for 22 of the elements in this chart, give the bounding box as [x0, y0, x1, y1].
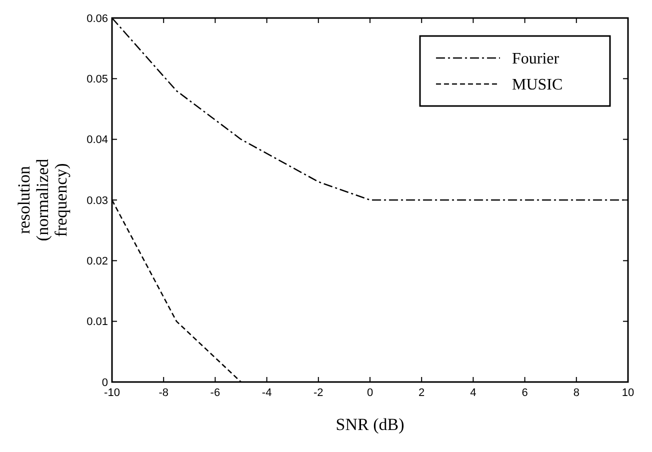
y-tick-label: 0: [102, 376, 108, 389]
y-tick-label: 0.01: [86, 316, 108, 328]
x-tick-label: 10: [622, 387, 634, 399]
x-tick-label: 4: [470, 387, 476, 399]
x-tick-label: -4: [262, 387, 272, 399]
y-tick-label: 0.02: [86, 256, 108, 268]
x-tick-label: -10: [104, 387, 120, 399]
y-tick-label: 0.03: [86, 194, 108, 207]
x-axis-title: SNR (dB): [336, 415, 404, 434]
x-tick-label: -6: [210, 387, 220, 399]
y-axis-title: resolution (normalized frequency): [14, 158, 71, 242]
y-tick-label: 0.04: [86, 134, 108, 146]
legend-label: Fourier: [512, 50, 560, 68]
x-tick-label: -2: [314, 387, 324, 399]
x-tick-label: -8: [158, 387, 168, 399]
y-tick-label: 0.06: [86, 12, 108, 25]
x-tick-label: 0: [366, 387, 374, 399]
legend-label: MUSIC: [512, 76, 563, 94]
y-tick-label: 0.05: [86, 74, 108, 86]
x-tick-label: 6: [522, 387, 528, 399]
x-tick-label: 8: [573, 387, 580, 399]
x-tick-label: 2: [418, 387, 425, 399]
